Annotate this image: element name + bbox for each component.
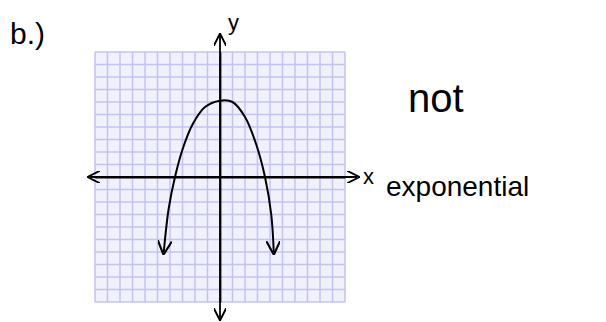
marks (164, 100, 274, 252)
title: b.) (10, 17, 45, 50)
annotation: not (408, 76, 464, 120)
curve (164, 100, 274, 252)
chart: x y b.) not exponential (0, 0, 606, 322)
x-axis-title: x (363, 164, 374, 189)
axis-arrows (90, 36, 357, 318)
y-axis-title: y (228, 10, 239, 35)
annotation: exponential (386, 171, 529, 202)
x-axis-arrow (90, 176, 357, 178)
y-axis-arrow (219, 36, 221, 318)
